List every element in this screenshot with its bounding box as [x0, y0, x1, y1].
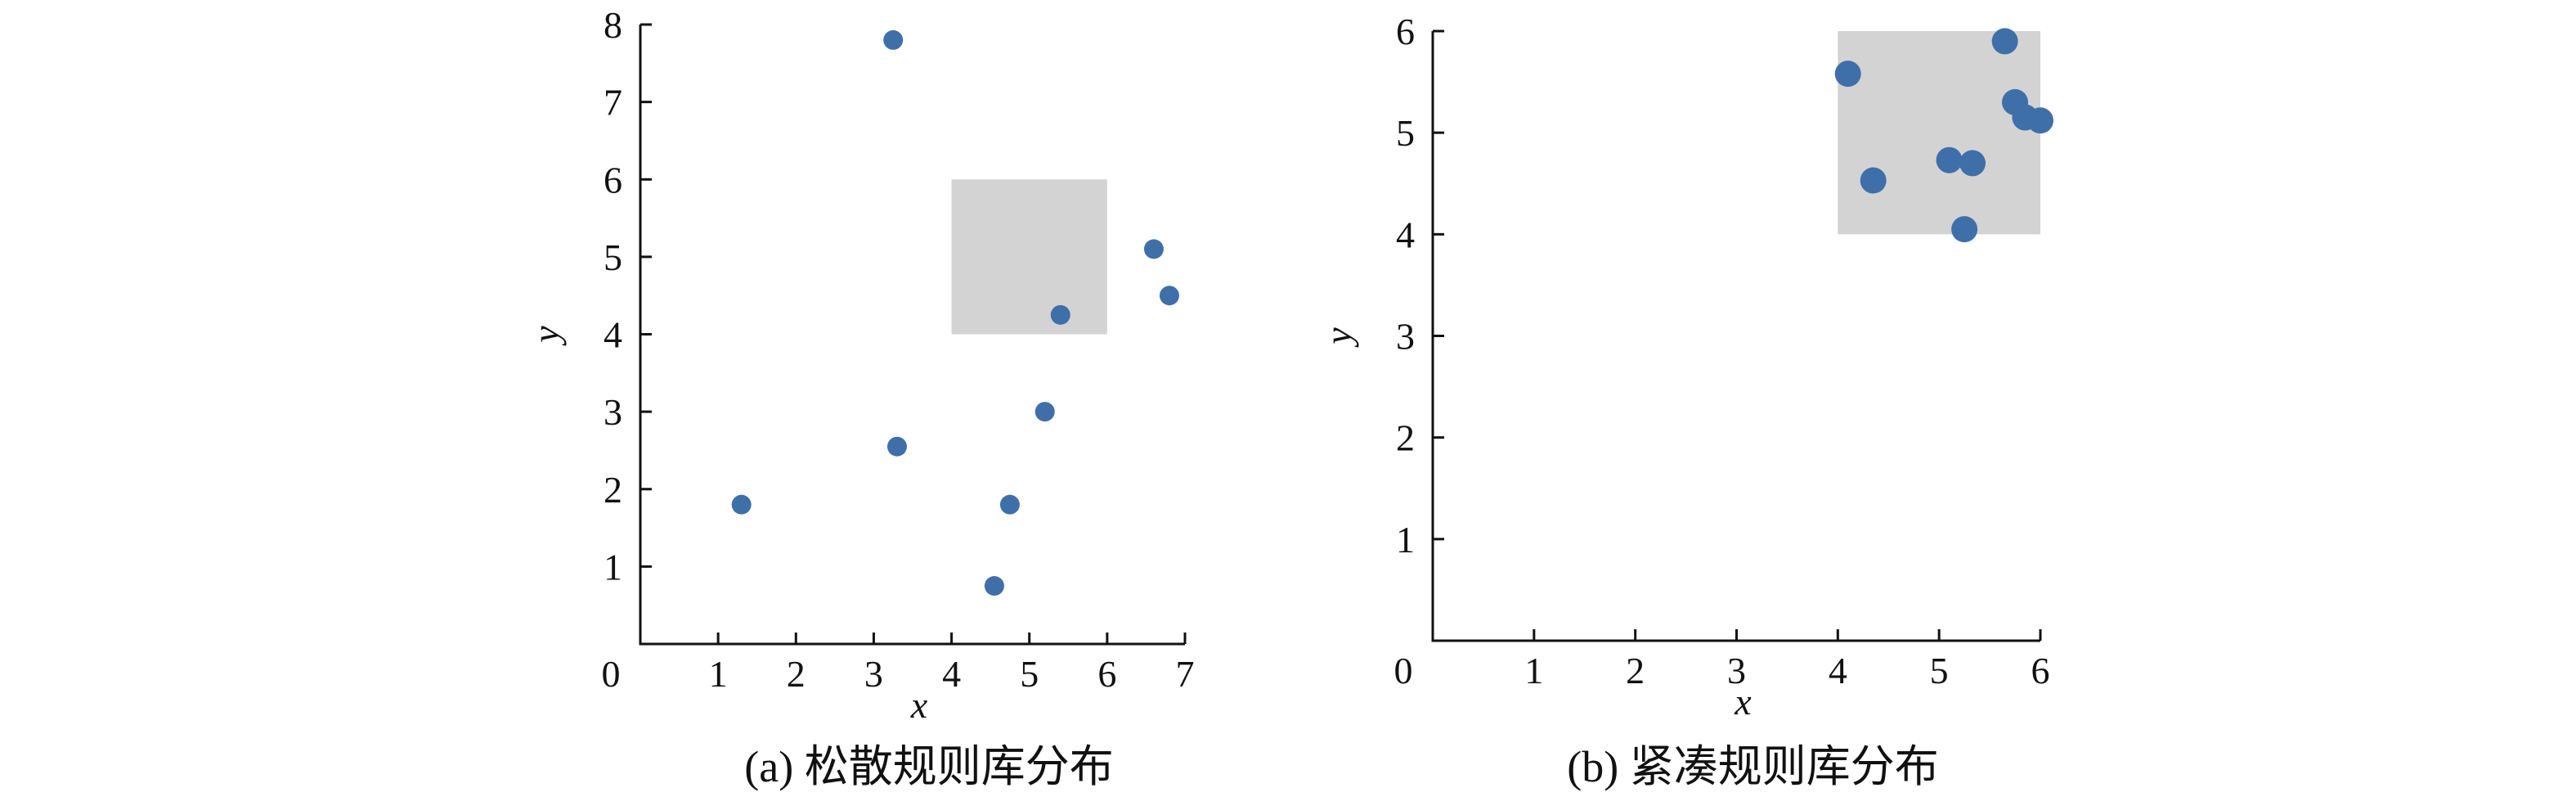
tick-marks	[1433, 29, 2042, 641]
x-tick-label: 4	[942, 653, 961, 695]
data-point	[1936, 146, 1963, 173]
y-tick-label: 3	[1396, 316, 1415, 358]
data-point	[999, 494, 1020, 515]
x-tick-label: 6	[1097, 653, 1116, 695]
y-tick-label: 6	[1396, 11, 1415, 52]
y-axis-label: y	[525, 326, 567, 346]
panel-caption: (b) 紧凑规则库分布	[1567, 742, 1938, 791]
data-point	[1143, 239, 1164, 259]
data-points	[1834, 28, 2053, 243]
y-tick-label: 7	[604, 82, 622, 124]
x-tick-label: 1	[709, 653, 728, 695]
y-tick-label: 1	[1396, 519, 1415, 561]
x-tick-label: 5	[1020, 653, 1039, 695]
y-tick-label: 5	[1396, 112, 1415, 154]
data-point	[1834, 61, 1861, 88]
x-tick-label: 7	[1176, 653, 1195, 695]
axes-lines	[639, 25, 1185, 646]
data-point	[1050, 304, 1070, 325]
x-tick-label: 6	[2031, 650, 2050, 691]
origin-label: 0	[1394, 650, 1413, 691]
x-tick-label: 2	[1626, 650, 1645, 691]
y-axis-label: y	[1317, 327, 1359, 348]
data-point	[886, 436, 907, 457]
y-tick-label: 2	[1396, 417, 1415, 459]
y-tick-label: 1	[604, 546, 622, 588]
data-point	[1159, 286, 1179, 306]
origin-label: 0	[602, 653, 621, 695]
x-tick-label: 2	[787, 653, 806, 695]
panel-caption: (a) 松散规则库分布	[744, 742, 1113, 791]
x-tick-label: 3	[864, 653, 883, 695]
x-tick-label: 1	[1524, 650, 1543, 691]
data-points	[731, 29, 1179, 597]
data-point	[1034, 402, 1055, 422]
y-tick-label: 4	[604, 314, 622, 356]
x-axis-label: x	[1734, 681, 1752, 723]
y-tick-label: 6	[604, 159, 622, 200]
highlight-region	[1838, 31, 2040, 235]
data-point	[883, 29, 904, 50]
y-tick-label: 4	[1396, 214, 1415, 255]
data-point	[731, 494, 752, 515]
panel-b-compact-rule-base: 0 1 2 3 4 5 6 1 2 3 4 5 6 x y (b) 紧凑规则库分…	[1317, 11, 2053, 791]
y-tick-label: 3	[604, 391, 622, 433]
highlight-region	[951, 179, 1107, 335]
tick-marks	[640, 23, 1187, 644]
x-tick-label: 5	[1930, 650, 1949, 691]
data-point	[2027, 107, 2053, 134]
data-point	[1951, 216, 1978, 243]
x-axis-label: x	[910, 684, 928, 726]
data-point	[1860, 167, 1887, 194]
data-point	[1991, 28, 2018, 55]
y-tick-label: 2	[604, 469, 622, 511]
x-tick-label: 3	[1727, 650, 1746, 691]
x-tick-label: 4	[1829, 650, 1847, 691]
data-point	[1959, 150, 1986, 177]
panel-a-loose-rule-base: 0 1 2 3 4 5 6 7 1 2 3 4 5 6 7 8 x y (a) …	[525, 4, 1195, 791]
y-tick-label: 8	[604, 4, 622, 46]
y-tick-label: 5	[604, 236, 622, 278]
data-point	[984, 576, 1004, 597]
